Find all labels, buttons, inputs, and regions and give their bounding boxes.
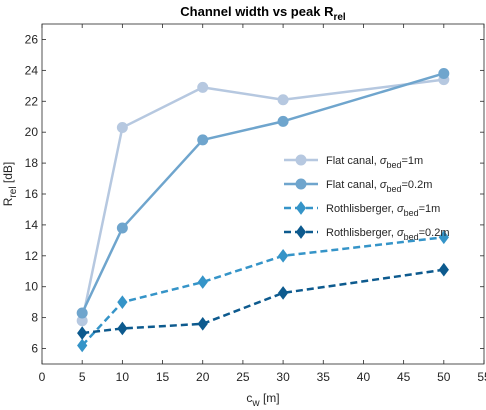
x-tick-label: 45	[397, 370, 411, 384]
y-tick-label: 14	[25, 218, 39, 232]
y-tick-label: 6	[31, 342, 38, 356]
y-tick-label: 10	[25, 280, 39, 294]
series-1	[76, 74, 450, 327]
x-tick-label: 0	[39, 370, 46, 384]
x-tick-label: 5	[79, 370, 86, 384]
legend-label: Rothlisberger, σbed=1m	[326, 203, 440, 218]
series-2-point	[277, 115, 289, 127]
legend-label: Flat canal, σbed=1m	[326, 155, 423, 170]
y-tick-label: 22	[25, 94, 39, 108]
x-tick-label: 30	[276, 370, 290, 384]
series-3-point	[438, 230, 449, 245]
y-tick-label: 20	[25, 125, 39, 139]
series-3-point	[77, 338, 88, 353]
legend-marker	[295, 154, 307, 166]
x-tick-label: 20	[196, 370, 210, 384]
y-tick-label: 16	[25, 187, 39, 201]
series-4-point	[197, 316, 208, 331]
series-2	[76, 67, 450, 319]
y-tick-label: 18	[25, 156, 39, 170]
series-4	[77, 262, 449, 340]
x-tick-label: 35	[317, 370, 331, 384]
series-1-point	[197, 81, 209, 93]
legend-label: Rothlisberger, σbed=0.2m	[326, 227, 450, 242]
legend-marker	[295, 178, 307, 190]
series-2-point	[76, 307, 88, 319]
series-2-point	[116, 222, 128, 234]
series-3	[77, 230, 449, 353]
legend-marker	[295, 201, 307, 215]
series-3-point	[197, 275, 208, 289]
y-tick-label: 8	[31, 311, 38, 325]
x-tick-label: 40	[357, 370, 371, 384]
series-2-point	[197, 134, 209, 146]
series-4-point	[438, 262, 449, 277]
series-3-point	[117, 295, 128, 310]
x-tick-label: 10	[116, 370, 130, 384]
x-tick-label: 15	[156, 370, 170, 384]
legend-label: Flat canal, σbed=0.2m	[326, 179, 432, 194]
series-3-line	[81, 236, 444, 347]
chart-title: Channel width vs peak Rrel	[180, 4, 346, 23]
series-1-point	[116, 122, 128, 134]
x-tick-label: 50	[437, 370, 451, 384]
plot-area: 0 5 10 15 20 25 30 35 40 45 50 55 6 8 10 12 14 16 18 20 22 24…	[25, 23, 486, 384]
series-3-point	[277, 248, 289, 263]
series-4-point	[117, 321, 128, 336]
series-4-point	[77, 326, 88, 340]
series-4-point	[277, 286, 289, 300]
legend: Flat canal, σbed=1m Flat canal, σbed=0.2m…	[284, 154, 450, 242]
y-tick-label: 26	[25, 32, 39, 46]
y-tick-label: 12	[25, 249, 39, 263]
series-2-point	[438, 67, 450, 79]
y-tick-label: 24	[25, 63, 39, 77]
legend-marker	[295, 225, 307, 239]
series-4-line	[82, 268, 444, 335]
x-tick-label: 25	[236, 370, 250, 384]
x-axis-label: cw [m]	[246, 391, 279, 409]
x-tick-label: 55	[477, 370, 486, 384]
y-axis-label: Rrel [dB]	[1, 162, 19, 207]
series-1-point	[277, 94, 289, 106]
